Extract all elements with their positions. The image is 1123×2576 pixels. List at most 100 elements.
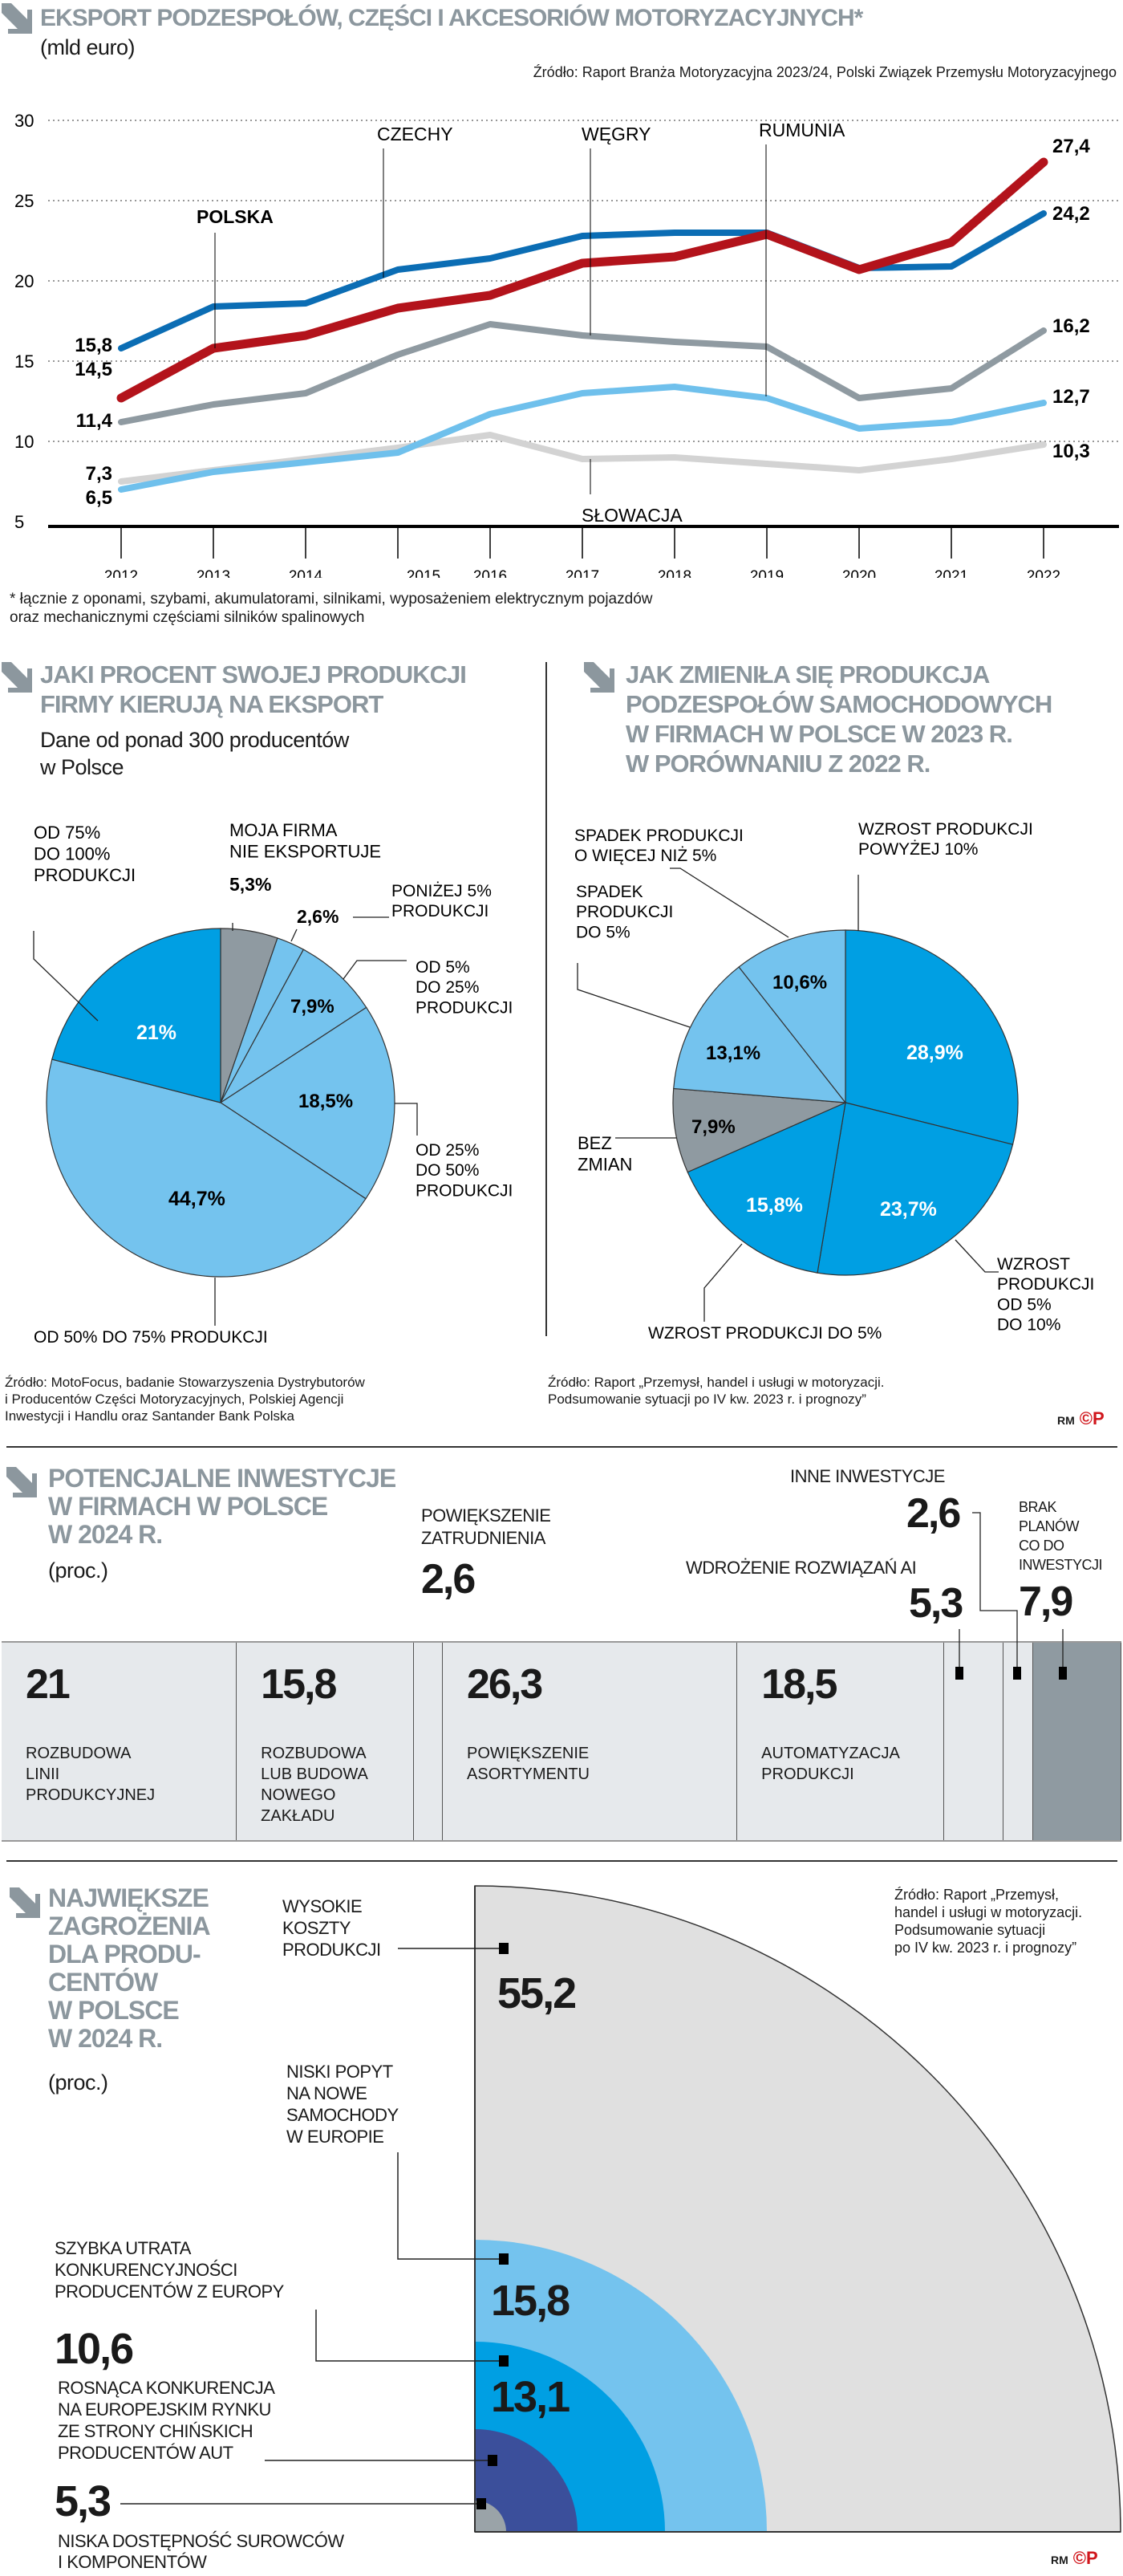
threat-value: 55,2 (497, 1969, 577, 2017)
credit-initials: RM (1057, 1414, 1075, 1427)
slice-label: SPADEK PRODUKCJI DO 5% (576, 883, 673, 941)
x-tick-label: 2016 (473, 568, 507, 578)
leader-line (397, 2152, 504, 2260)
investment-segment: 18,5 AUTOMATYZACJA PRODUKCJI (737, 1643, 945, 1840)
threat-area (475, 2429, 578, 2532)
slice-label: WZROST PRODUKCJI DO 5% (648, 1324, 882, 1343)
threat-label: SZYBKA UTRATA KONKURENCYJNOŚCI PRODUCENT… (55, 2238, 284, 2302)
slice-value-label: 13,1% (706, 1042, 760, 1064)
segment-value: 15,8 (261, 1661, 337, 1708)
credit-logo: ©P (1072, 2548, 1098, 2568)
pie-charts: OD 75% DO 100% PRODUKCJI MOJA FIRMA NIE EKSP… (33, 820, 1094, 1347)
x-tick-label: 2017 (566, 568, 599, 578)
rule (6, 1860, 1117, 1862)
credit: RM ©P (1057, 1408, 1105, 1429)
x-tick-label: 2022 (1027, 568, 1060, 578)
segment-value: 18,5 (761, 1661, 837, 1708)
slice-value-label: 10,6% (772, 972, 827, 993)
investment-segment (944, 1643, 1004, 1840)
series-line-polska (116, 157, 1048, 403)
marker (499, 2253, 509, 2265)
y-tick-label: 15 (14, 351, 34, 372)
leader-line (33, 931, 99, 1022)
slice-value-label: 7,9% (290, 996, 334, 1018)
start-value-label: 6,5 (86, 487, 112, 509)
segment-label: POWIĘKSZENIE ASORTYMENTU (467, 1745, 590, 1783)
arrow-icon (6, 1467, 37, 1497)
export-share-slice (219, 1006, 395, 1200)
x-tick-label: 2021 (934, 568, 968, 578)
end-value-label: 27,4 (1052, 136, 1090, 157)
end-value-label: 24,2 (1052, 203, 1090, 225)
arrow-icon (2, 3, 32, 34)
segment-label: ROZBUDOWA LUB BUDOWA NOWEGO ZAKŁADU (261, 1745, 368, 1825)
leader-line (395, 1103, 418, 1136)
x-tick-label: 2014 (289, 568, 323, 578)
y-tick-label: 20 (14, 271, 34, 291)
y-tick-label: 30 (14, 111, 34, 131)
production-change-slice (687, 1102, 846, 1274)
start-value-label: 11,4 (76, 410, 113, 432)
segment-label: ROZBUDOWA LINII PRODUKCYJNEJ (26, 1745, 156, 1804)
y-tick-label: 10 (14, 432, 34, 452)
slice-value-label: 5,3% (229, 874, 271, 895)
export-footnote: * łącznie z oponami, szybami, akumulator… (10, 591, 653, 626)
series-line-czechy (118, 210, 1047, 351)
threat-value: 10,6 (55, 2325, 134, 2373)
investment-value: 2,6 (906, 1490, 961, 1537)
leader-line (670, 867, 789, 938)
production-change-title: JAK ZMIENIŁA SIĘ PRODUKCJA PODZESPOŁÓW S… (626, 660, 1052, 778)
slice-value-label: 7,9% (691, 1116, 736, 1138)
investment-segment (1003, 1643, 1033, 1840)
investment-label: POWIĘKSZENIE ZATRUDNIENIA (421, 1505, 551, 1548)
end-value-label: 16,2 (1052, 315, 1090, 337)
threats-chart (120, 1885, 1121, 2533)
slice-value-label: 23,7% (880, 1198, 937, 1221)
export-title: EKSPORT PODZESPOŁÓW, CZĘŚCI I AKCESORIÓW… (40, 5, 863, 31)
investment-segment: 21 ROZBUDOWA LINII PRODUKCYJNEJ (2, 1643, 237, 1840)
x-tick-label: 2013 (197, 568, 230, 578)
export-unit: (mld euro) (40, 35, 136, 59)
slice-label: BEZ ZMIAN (578, 1133, 632, 1174)
credit: RM ©P (1051, 2548, 1098, 2569)
slice-label: OD 50% DO 75% PRODUKCJI (34, 1328, 268, 1347)
production-change-slice (817, 1102, 1014, 1276)
segment-value: 21 (26, 1661, 71, 1708)
production-change-slice (673, 966, 847, 1103)
export-share-slice (51, 928, 221, 1103)
end-value-label: 12,7 (1052, 386, 1090, 408)
marker (476, 2498, 486, 2509)
leader-line (703, 1243, 743, 1322)
credit-initials: RM (1051, 2554, 1068, 2566)
x-tick-label: 2020 (842, 568, 876, 578)
slice-label: OD 25% DO 50% PRODUKCJI (416, 1141, 513, 1200)
production-change-slice (672, 1087, 846, 1173)
slice-label: SPADEK PRODUKCJI O WIĘCEJ NIŻ 5% (574, 827, 744, 865)
investment-segment: 15,8 ROZBUDOWA LUB BUDOWA NOWEGO ZAKŁADU (237, 1643, 414, 1840)
series-name-label: RUMUNIA (759, 120, 845, 140)
x-tick-label: 2018 (658, 568, 691, 578)
y-tick-label: 25 (14, 191, 34, 211)
export-source: Źródło: Raport Branża Motoryzacyjna 2023… (533, 64, 1117, 80)
x-tick-label: 2015 (407, 568, 440, 578)
slice-value-label: 18,5% (298, 1091, 353, 1112)
threat-value: 15,8 (491, 2277, 570, 2325)
divider (545, 662, 547, 1336)
arrow-icon (2, 662, 32, 693)
slice-label: WZROST PRODUKCJI POWYŻEJ 10% (858, 820, 1033, 859)
investment-value: 5,3 (909, 1580, 963, 1627)
series-name-label: CZECHY (377, 124, 453, 144)
investment-segment: 26,3 POWIĘKSZENIE ASORTYMENTU (443, 1643, 738, 1840)
slice-value-label: 2,6% (297, 906, 339, 927)
investments-unit: (proc.) (48, 1558, 108, 1583)
slice-value-label: 28,9% (906, 1042, 963, 1064)
series-line-rumunia (118, 384, 1047, 493)
investment-label: INNE INWESTYCJE (790, 1466, 945, 1486)
production-change-slice (845, 929, 1019, 1145)
marker (499, 1943, 509, 1954)
leader-line (955, 1239, 999, 1273)
investment-value: 2,6 (421, 1556, 476, 1603)
series-name-label: SŁOWACJA (582, 505, 683, 526)
threats-unit: (proc.) (48, 2070, 108, 2095)
leader-line (343, 960, 407, 980)
